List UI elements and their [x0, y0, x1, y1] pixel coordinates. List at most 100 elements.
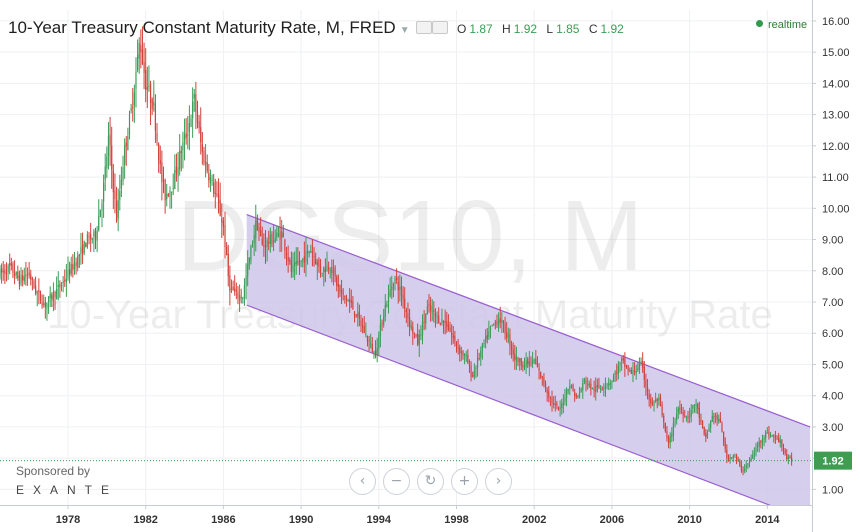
candle	[727, 454, 730, 462]
candle-body	[376, 347, 378, 356]
candle	[4, 264, 6, 285]
candle	[67, 256, 69, 281]
candle-body	[298, 263, 301, 265]
candle-body	[69, 269, 71, 276]
time-tick-label: 1998	[444, 514, 468, 526]
candle-body	[771, 434, 773, 436]
settings-icon[interactable]	[416, 21, 432, 34]
candle-body	[447, 324, 450, 330]
candle	[784, 448, 786, 456]
candle	[204, 144, 207, 178]
candle	[658, 393, 660, 406]
reset-button[interactable]: ↻	[417, 468, 444, 495]
candle-body	[18, 275, 21, 285]
candle	[140, 29, 142, 69]
zoom-out-button[interactable]: −	[383, 468, 410, 495]
candle	[0, 265, 1, 280]
candle	[303, 241, 305, 274]
candle	[49, 286, 51, 308]
candle	[300, 260, 302, 268]
candle	[731, 457, 733, 460]
candle-body	[60, 285, 63, 287]
candle-body	[407, 313, 409, 319]
candle-body	[128, 114, 131, 135]
candle-body	[714, 416, 717, 418]
candle-body	[667, 437, 670, 444]
candle	[541, 375, 543, 386]
candle	[360, 314, 362, 333]
candle	[242, 296, 244, 304]
candle	[407, 302, 409, 327]
candle	[564, 388, 566, 406]
candle	[153, 80, 155, 112]
candle-body	[544, 383, 547, 389]
parallel-channel-drawing[interactable]	[246, 213, 811, 522]
candle-body	[195, 94, 197, 112]
candle-body	[247, 264, 249, 277]
candle-body	[791, 457, 793, 462]
candle	[90, 222, 92, 252]
candle-body	[182, 142, 184, 151]
candle	[457, 338, 459, 355]
candle	[235, 282, 237, 300]
candle-body	[481, 343, 484, 351]
scroll-left-button[interactable]: ‹	[349, 468, 376, 495]
candle	[757, 441, 759, 452]
candle	[192, 87, 194, 138]
candle	[125, 135, 127, 166]
candle	[656, 397, 658, 409]
candle	[386, 300, 388, 308]
candle-body	[22, 275, 24, 281]
candle	[787, 454, 789, 465]
price-axis[interactable]: 1.002.003.004.005.006.007.008.009.0010.0…	[812, 0, 860, 532]
candle-body	[99, 209, 101, 218]
candle-body	[758, 441, 760, 447]
hide-icon[interactable]	[432, 21, 448, 34]
candle	[213, 174, 215, 198]
candle	[483, 339, 485, 348]
candle-body	[519, 358, 521, 362]
candle	[292, 252, 294, 278]
candle-body	[580, 389, 582, 392]
candle-body	[745, 465, 747, 468]
candle	[336, 274, 338, 292]
candle-body	[51, 295, 53, 300]
candle-body	[240, 297, 242, 299]
candle	[161, 150, 163, 201]
sponsor-logo[interactable]: EXANTE	[16, 483, 119, 497]
candle-body	[402, 294, 404, 300]
zoom-in-button[interactable]: +	[451, 468, 478, 495]
channel-upper-line[interactable]	[246, 213, 811, 428]
candle-body	[517, 358, 519, 363]
candle-body	[776, 437, 778, 439]
channel-fill[interactable]	[246, 214, 811, 521]
candle-body	[391, 286, 393, 290]
candle	[752, 450, 754, 460]
candle-body	[213, 182, 215, 194]
chart-grid	[0, 10, 812, 505]
candle	[391, 275, 393, 300]
candle-body	[347, 300, 349, 302]
candle	[182, 131, 184, 169]
candle-body	[303, 256, 305, 263]
candle-body	[485, 336, 487, 342]
candle-body	[778, 437, 780, 443]
sponsor-label: Sponsored by	[16, 464, 91, 478]
candle	[26, 267, 29, 286]
title-caret-icon[interactable]: ▼	[399, 25, 410, 36]
candle-body	[729, 456, 731, 460]
candle-body	[565, 389, 568, 398]
time-axis[interactable]: 1978 1982 1986 1990 1994 1998 2002 2006 2010 2014	[0, 505, 812, 532]
candle	[23, 267, 25, 285]
candle	[575, 392, 577, 400]
channel-lower-line[interactable]	[246, 304, 811, 522]
candle-body	[533, 360, 535, 362]
scroll-right-button[interactable]: ›	[485, 468, 512, 495]
price-tick-label: 3.00	[822, 422, 843, 434]
candle-body	[724, 441, 726, 449]
candle	[472, 371, 474, 378]
symbol-title[interactable]: 10-Year Treasury Constant Maturity Rate,…	[8, 18, 410, 38]
candle-body	[260, 230, 262, 237]
candle	[778, 432, 780, 443]
